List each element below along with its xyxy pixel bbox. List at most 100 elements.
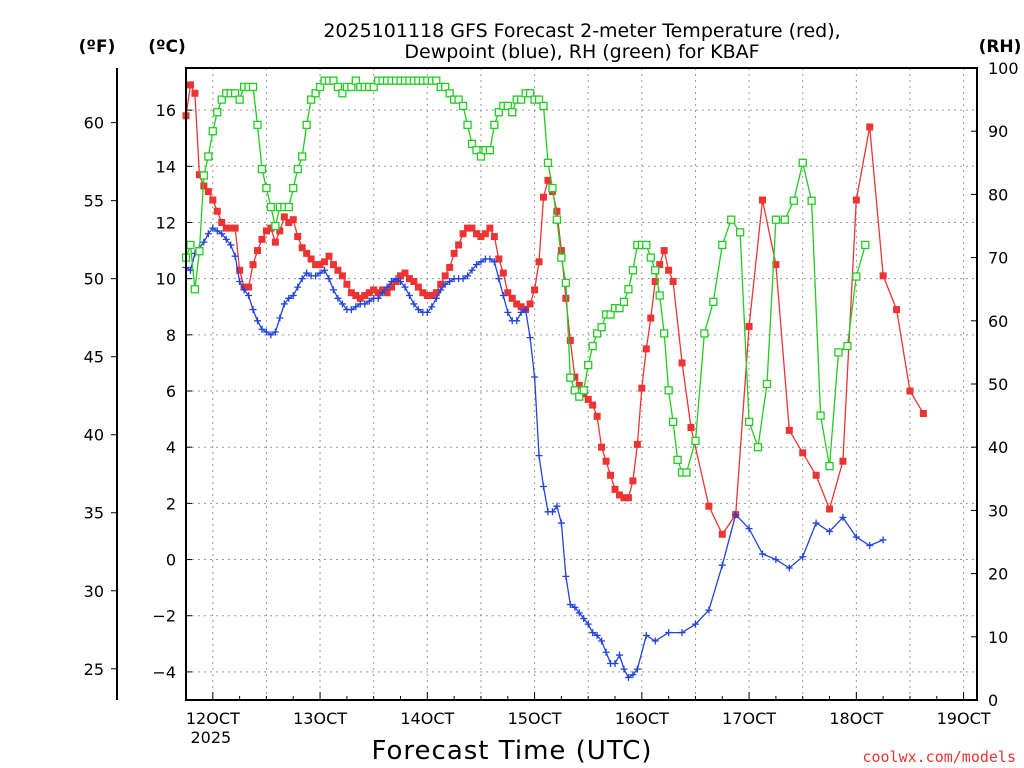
rh-point [306,95,316,104]
rh-point [534,95,544,104]
rh-point [293,164,302,174]
dewpoint-point [464,272,472,280]
rh-point [248,82,258,92]
dewpoint-point [745,525,753,533]
celsius-tick-label: 8 [166,326,176,345]
rh-point [709,297,718,306]
temperature-point [866,123,874,131]
dewpoint-point [303,269,311,277]
dewpoint-point [459,275,467,283]
temperature-point [544,176,552,184]
dewpoint-point [316,269,324,277]
temperature-point [660,247,668,255]
temperature-point [209,196,217,204]
celsius-tick-label: 14 [156,157,176,176]
temperature-point [388,283,396,291]
temperature-point [607,471,615,479]
temperature-point [414,283,422,291]
dewpoint-point [276,314,284,322]
dewpoint-point [477,258,485,266]
temperature-point [566,336,574,344]
temperature-point [352,292,360,300]
temperature-point [513,300,521,308]
rh-point [503,101,512,111]
x-tick-label: 14OCT [400,709,454,728]
rh-axis-label: (RH) [979,37,1022,57]
rh-point [199,171,209,180]
fahrenheit-tick-label: 25 [84,660,104,679]
rh-point [570,386,579,395]
dewpoint-point [204,230,212,238]
rh-point [615,304,624,313]
temperature-point [236,266,244,274]
temperature-point [531,286,539,294]
temperature-point [785,426,793,434]
rh-point [315,82,325,92]
temperature-point [718,530,726,538]
dewpoint-point [267,331,275,339]
dewpoint-point [213,227,221,235]
dewpoint-point [495,275,503,283]
temperature-point [321,258,329,266]
temperature-point [826,505,834,513]
temperature-point [361,292,369,300]
temperature-point [490,233,498,241]
dewpoint-point [227,241,235,249]
rh-point [852,272,861,281]
rh-point [476,152,486,161]
dewpoint-point [441,280,449,288]
dewpoint-point [526,334,534,342]
temperature-point [535,258,543,266]
dewpoint-point [468,266,476,274]
dewpoint-point [839,513,847,521]
rh-point [664,386,673,395]
dewpoint-point [383,283,391,291]
rh-point [311,89,320,98]
temperature-point [267,224,275,232]
x-tick-label: 19OCT [937,709,991,728]
dewpoint-point [254,317,262,325]
plot-frame [185,67,978,701]
dewpoint-point [553,502,561,510]
rh-tick-label: 40 [988,438,1008,457]
temperature-point [611,485,619,493]
rh-point [780,215,789,224]
temperature-point [508,294,516,302]
temperature-point [370,286,378,294]
rh-point [467,139,477,148]
temperature-point [517,303,525,311]
temperature-point [374,289,382,297]
temperature-point [629,477,637,485]
rh-point [458,101,468,111]
temperature-point [499,269,507,277]
rh-point [727,215,736,224]
temperature-point [231,224,239,232]
rh-point [668,417,678,427]
dewpoint-point [642,631,650,639]
dewpoint-point [575,609,583,617]
rh-point [597,322,606,332]
temperature-point [705,502,713,510]
fahrenheit-tick-label: 35 [84,504,104,523]
rh-point [490,120,499,130]
rh-point [208,127,217,136]
temperature-point [486,224,494,232]
rh-point [691,436,700,446]
rh-point [789,196,798,205]
temperature-point [227,224,235,232]
rh-point [539,101,548,111]
rh-point [508,108,517,117]
rh-point [463,120,472,130]
dewpoint-point [540,483,548,491]
dewpoint-point [785,564,793,572]
temperature-point [204,188,212,196]
temperature-point [758,196,766,204]
rh-point [646,253,655,262]
dewpoint-point [879,536,887,544]
temperature-point [383,289,391,297]
rh-point [217,95,226,104]
celsius-axis-label: (ºC) [148,37,186,57]
dewpoint-point [562,572,570,580]
